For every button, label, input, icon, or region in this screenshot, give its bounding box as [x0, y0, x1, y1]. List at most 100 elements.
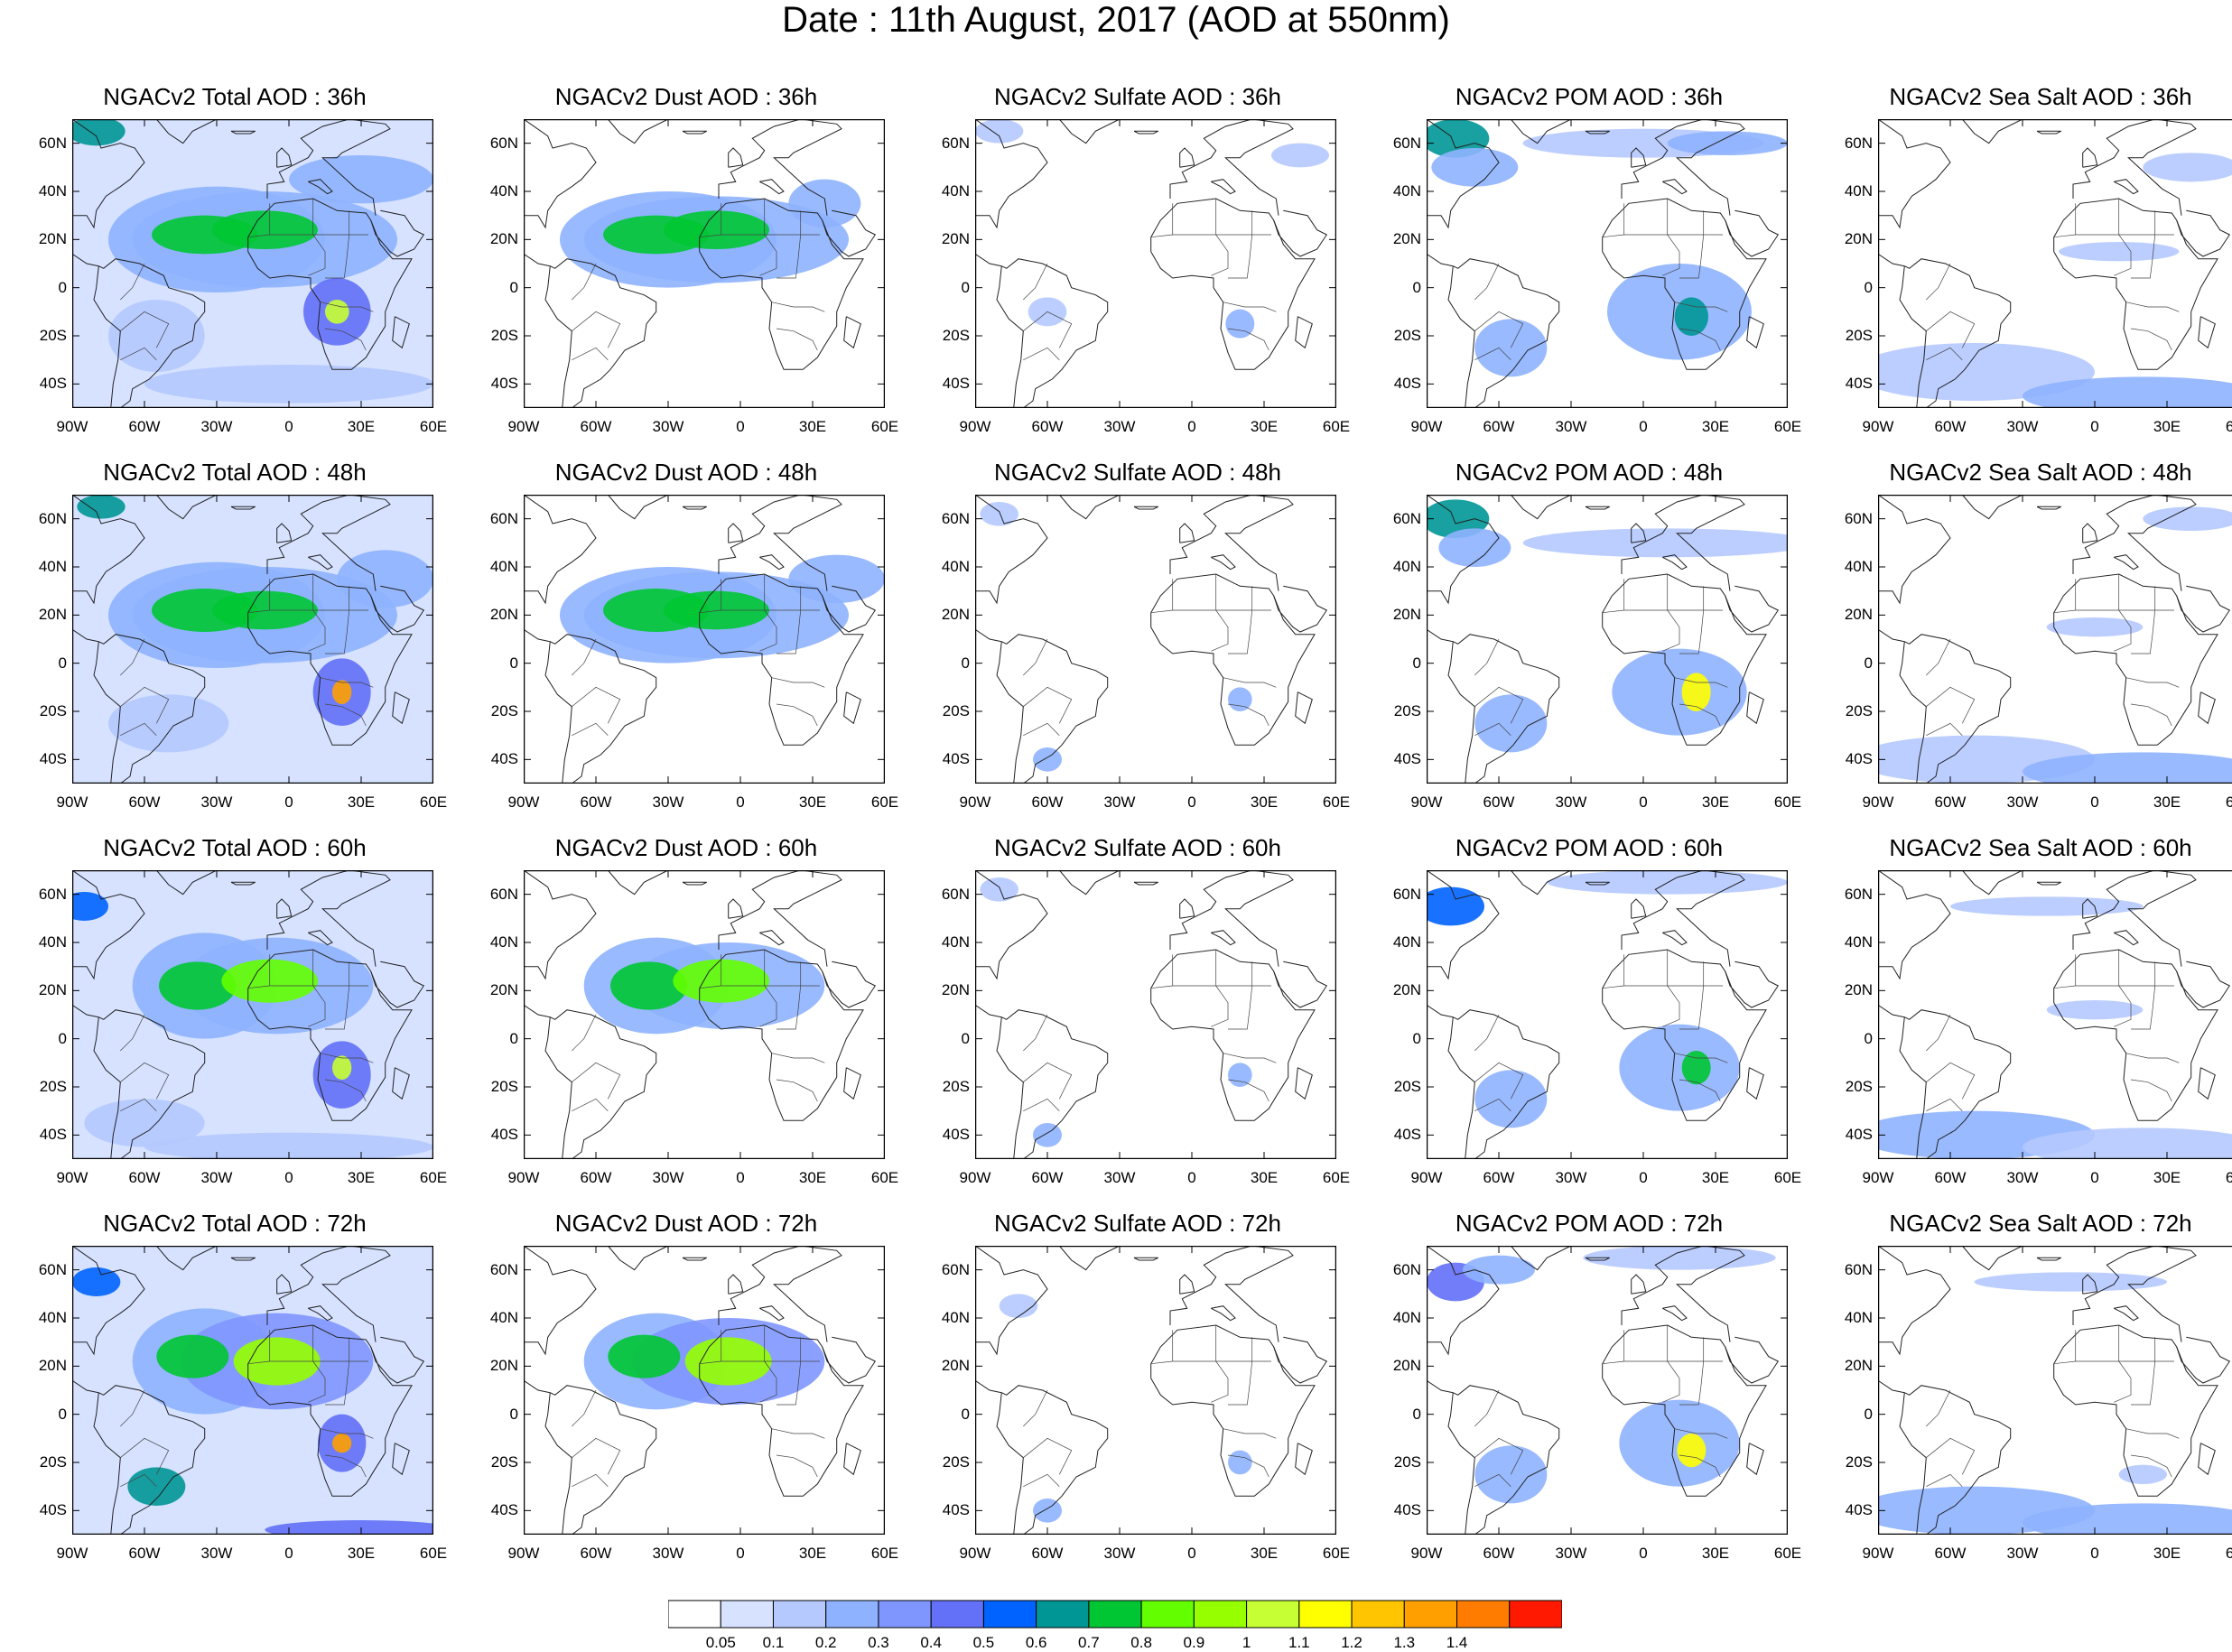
- lon-label: 30W: [190, 794, 244, 811]
- lat-label: 0: [470, 1406, 518, 1423]
- aod-plume: [1228, 1451, 1252, 1475]
- lon-label: 60E: [1761, 1170, 1815, 1186]
- lat-label: 60N: [921, 135, 970, 152]
- colorbar-swatch: [1510, 1601, 1562, 1628]
- panel-title: NGACv2 Sulfate AOD : 48h: [921, 459, 1354, 486]
- lon-label: 60W: [1472, 1545, 1526, 1562]
- lat-label: 20S: [470, 703, 518, 719]
- aod-plume: [156, 1335, 228, 1378]
- aod-plume: [289, 155, 433, 203]
- lon-label: 30W: [190, 419, 244, 435]
- lon-label: 60E: [1309, 419, 1363, 435]
- lat-label: 40N: [921, 1310, 970, 1326]
- aod-map: [72, 119, 433, 408]
- lat-label: 40S: [470, 1127, 518, 1143]
- aod-plume: [108, 694, 228, 752]
- lat-label: 20N: [18, 607, 67, 623]
- lon-label: 90W: [948, 419, 1002, 435]
- lon-label: 30W: [1544, 794, 1598, 811]
- lat-label: 20N: [470, 982, 518, 998]
- panel-title: NGACv2 Total AOD : 60h: [18, 834, 451, 861]
- lat-label: 0: [1824, 1031, 1873, 1047]
- aod-plume: [2119, 1465, 2167, 1484]
- lon-label: 30W: [1093, 1170, 1147, 1186]
- lat-label: 20S: [921, 1454, 970, 1471]
- lon-label: 60E: [1309, 1170, 1363, 1186]
- lat-label: 60N: [921, 886, 970, 903]
- aod-map: [524, 1246, 885, 1535]
- lon-label: 90W: [948, 1170, 1002, 1186]
- lon-label: 90W: [497, 1170, 551, 1186]
- lon-label: 0: [2068, 419, 2122, 435]
- lat-label: 40S: [1824, 1127, 1873, 1143]
- lon-label: 90W: [1400, 1170, 1454, 1186]
- colorbar-swatch: [1089, 1601, 1141, 1628]
- lat-label: 0: [921, 280, 970, 296]
- aod-plume: [108, 300, 205, 372]
- aod-map: [975, 119, 1336, 408]
- lon-label: 60W: [569, 1545, 623, 1562]
- lon-label: 60W: [569, 794, 623, 811]
- aod-map: [1427, 870, 1788, 1159]
- aod-plume: [1950, 896, 2143, 915]
- lon-label: 60W: [569, 1170, 623, 1186]
- aod-plume: [1438, 528, 1511, 567]
- lat-label: 40N: [1372, 934, 1421, 951]
- lat-label: 20S: [470, 1454, 518, 1471]
- lon-label: 90W: [1851, 1545, 1905, 1562]
- aod-map: [524, 495, 885, 784]
- aod-map: [72, 495, 433, 784]
- lat-label: 20N: [1824, 231, 1873, 247]
- colorbar: [668, 1600, 1562, 1629]
- lon-label: 60E: [2212, 1170, 2232, 1186]
- lat-label: 20N: [18, 982, 67, 998]
- lon-label: 0: [2068, 1545, 2122, 1562]
- aod-plume: [1228, 687, 1252, 711]
- aod-plume: [1474, 1445, 1547, 1503]
- colorbar-tick-label: 1: [1224, 1634, 1269, 1652]
- lon-label: 30E: [2140, 1170, 2194, 1186]
- aod-map: [72, 870, 433, 1159]
- aod-plume: [1000, 1294, 1038, 1318]
- lon-label: 30W: [1544, 1170, 1598, 1186]
- lon-label: 0: [1616, 1545, 1670, 1562]
- lat-label: 40S: [470, 751, 518, 767]
- aod-plume: [332, 1055, 351, 1080]
- lat-label: 40S: [921, 1127, 970, 1143]
- lon-label: 30E: [334, 794, 388, 811]
- aod-plume: [975, 119, 1023, 144]
- lat-label: 60N: [921, 511, 970, 527]
- lon-label: 90W: [1400, 1545, 1454, 1562]
- lat-label: 60N: [1824, 1262, 1873, 1278]
- lon-label: 0: [1165, 1545, 1219, 1562]
- lat-label: 20N: [921, 607, 970, 623]
- panel-title: NGACv2 Sulfate AOD : 72h: [921, 1210, 1354, 1237]
- lon-label: 90W: [497, 1545, 551, 1562]
- lon-label: 60E: [858, 419, 912, 435]
- lon-label: 60E: [858, 1545, 912, 1562]
- lon-label: 30W: [641, 1545, 695, 1562]
- aod-plume: [337, 550, 433, 608]
- lat-label: 0: [1372, 1031, 1421, 1047]
- lat-label: 60N: [18, 135, 67, 152]
- lon-label: 30W: [641, 794, 695, 811]
- panel-title: NGACv2 Dust AOD : 60h: [470, 834, 903, 861]
- colorbar-tick-label: 1.1: [1277, 1634, 1322, 1652]
- lat-label: 20N: [921, 1358, 970, 1374]
- lon-label: 30E: [334, 419, 388, 435]
- lat-label: 40N: [1824, 559, 1873, 575]
- lon-label: 30E: [1237, 419, 1291, 435]
- panel-title: NGACv2 Sulfate AOD : 60h: [921, 834, 1354, 861]
- aod-plume: [77, 495, 125, 519]
- lat-label: 40S: [18, 751, 67, 767]
- lon-label: 30W: [190, 1545, 244, 1562]
- colorbar-swatch: [1299, 1601, 1352, 1628]
- lat-label: 20N: [18, 231, 67, 247]
